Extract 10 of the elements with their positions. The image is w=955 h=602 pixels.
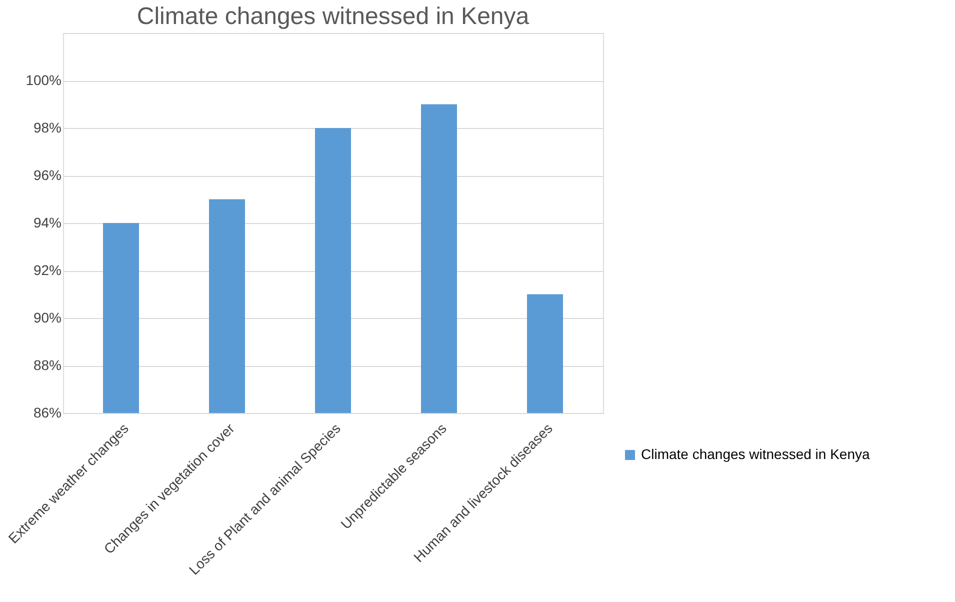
y-tick-label: 94% bbox=[33, 214, 62, 230]
y-tick-label: 88% bbox=[33, 357, 62, 373]
legend-label: Climate changes witnessed in Kenya bbox=[641, 446, 870, 462]
y-tick-label: 92% bbox=[33, 262, 62, 278]
y-tick-label: 96% bbox=[33, 167, 62, 183]
y-tick-label: 100% bbox=[26, 72, 62, 88]
chart-title: Climate changes witnessed in Kenya bbox=[136, 3, 530, 30]
y-tick-label: 98% bbox=[33, 120, 62, 136]
y-tick-label: 90% bbox=[33, 310, 62, 326]
y-tick-label: 86% bbox=[33, 404, 62, 420]
